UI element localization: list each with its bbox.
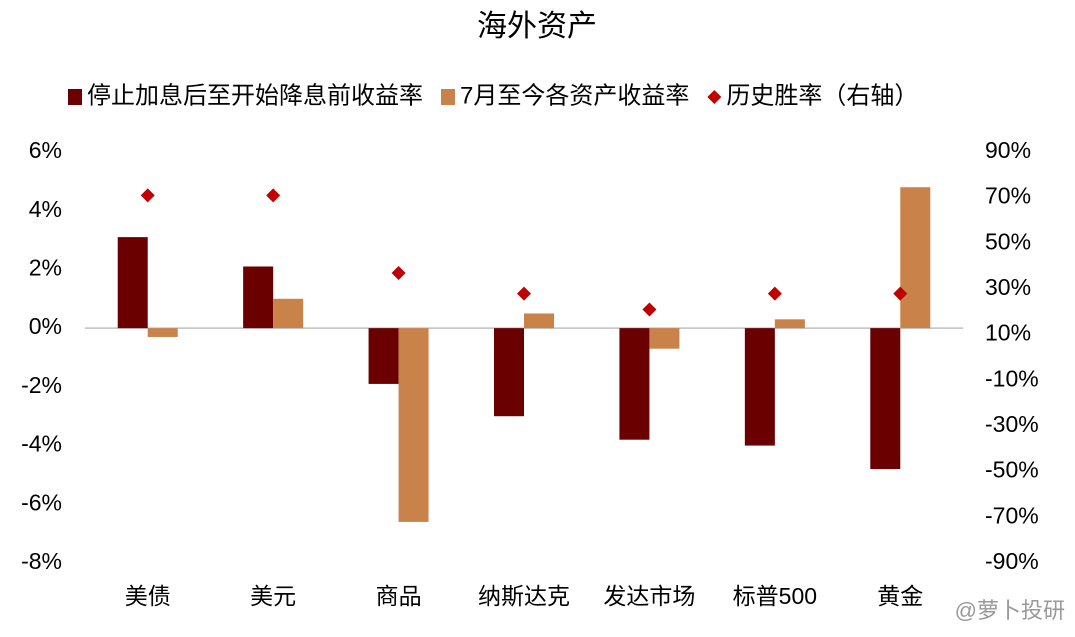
y2-tick-label: 90% [985,137,1031,163]
y2-tick-label: -50% [985,457,1039,483]
bar [368,328,399,384]
y-tick-label: 4% [29,196,62,222]
legend-label: 7月至今各资产收益率 [460,82,689,109]
x-tick-label: 发达市场 [603,583,695,609]
y2-tick-label: 30% [985,274,1031,300]
legend-marker [707,90,722,104]
diamond-marker [517,286,531,301]
legend-label: 停止加息后至开始降息前收益率 [87,82,423,109]
diamond-marker [642,302,657,317]
y2-tick-label: 50% [985,228,1031,254]
y2-tick-label: 10% [985,320,1031,346]
bar [649,328,680,349]
bar [900,187,931,329]
diamond-marker [140,188,155,203]
chart-title: 海外资产 [477,10,597,43]
bar [117,237,148,329]
bar [774,319,805,329]
diamond-marker [391,266,406,281]
x-tick-label: 商品 [376,583,422,609]
y-tick-label: -8% [21,548,62,574]
bar [147,328,178,337]
y-tick-label: 2% [29,255,62,281]
x-tick-label: 美债 [125,583,171,609]
bar [398,328,429,522]
bar [744,328,775,446]
diamond-marker [767,286,782,301]
legend-label: 历史胜率（右轴） [726,82,918,109]
y-tick-label: 0% [29,313,62,339]
bar [619,328,650,440]
bar [273,298,304,329]
y2-tick-label: -30% [985,411,1039,437]
bar [870,328,901,470]
legend-marker [441,89,455,105]
y-tick-label: 6% [29,137,62,163]
y2-tick-label: -90% [985,548,1039,574]
y-tick-label: -6% [21,489,62,515]
y-tick-label: -2% [21,372,62,398]
y2-tick-label: 70% [985,183,1031,209]
diamond-marker [893,286,908,301]
x-tick-label: 标普500 [733,583,817,609]
diamond-marker [266,188,281,203]
bar [243,266,274,329]
y-tick-label: -4% [21,431,62,457]
watermark: @萝卜投研 [955,598,1065,623]
x-tick-label: 纳斯达克 [478,583,570,609]
y2-tick-label: -10% [985,365,1039,391]
x-tick-label: 美元 [250,583,296,609]
x-tick-label: 黄金 [877,583,923,609]
bar [524,313,554,329]
bar [494,328,524,417]
y2-tick-label: -70% [985,502,1039,528]
legend-marker [68,89,82,105]
